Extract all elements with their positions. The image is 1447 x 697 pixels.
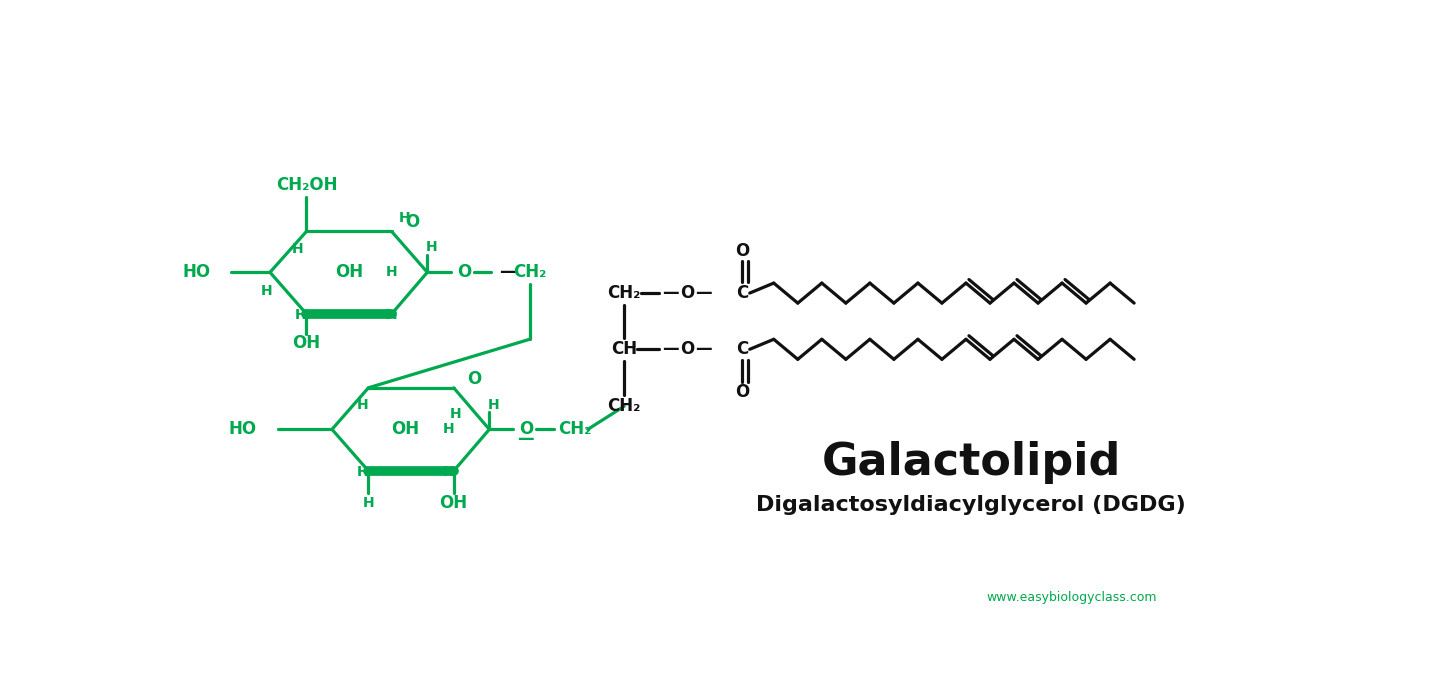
Text: O: O: [680, 284, 695, 302]
Text: H: H: [295, 308, 307, 323]
Text: H: H: [450, 407, 462, 421]
Text: Digalactosyldiacylglycerol (DGDG): Digalactosyldiacylglycerol (DGDG): [757, 495, 1187, 515]
Text: —: —: [663, 284, 679, 302]
Text: H: H: [443, 466, 454, 480]
Text: —: —: [499, 263, 517, 282]
Text: O: O: [735, 383, 750, 401]
Text: H: H: [443, 422, 454, 436]
Text: —: —: [695, 284, 712, 302]
Text: CH: CH: [611, 340, 637, 358]
Text: H: H: [386, 266, 398, 279]
Text: OH: OH: [392, 420, 420, 438]
Text: HO: HO: [182, 263, 210, 282]
Text: H: H: [398, 211, 410, 225]
Text: O: O: [457, 263, 470, 282]
Text: H: H: [386, 308, 398, 323]
Text: C: C: [737, 284, 748, 302]
Text: CH₂OH: CH₂OH: [276, 176, 337, 194]
Text: H: H: [363, 496, 375, 510]
Text: Galactolipid: Galactolipid: [822, 441, 1121, 484]
Text: H: H: [260, 284, 272, 298]
Text: OH: OH: [440, 494, 467, 512]
Text: O: O: [467, 369, 480, 388]
Text: O: O: [405, 213, 420, 231]
Text: H: H: [291, 242, 302, 256]
Text: O: O: [680, 340, 695, 358]
Text: CH₂: CH₂: [559, 420, 592, 438]
Text: H: H: [357, 466, 369, 480]
Text: O: O: [518, 420, 532, 438]
Text: H: H: [357, 398, 369, 412]
Text: —: —: [518, 430, 534, 448]
Text: OH: OH: [336, 263, 363, 282]
Text: —: —: [663, 340, 679, 358]
Text: C: C: [737, 340, 748, 358]
Text: CH₂: CH₂: [608, 284, 641, 302]
Text: —: —: [695, 340, 712, 358]
Text: www.easybiologyclass.com: www.easybiologyclass.com: [987, 591, 1158, 604]
Text: CH₂: CH₂: [512, 263, 547, 282]
Text: HO: HO: [229, 420, 256, 438]
Text: OH: OH: [292, 334, 320, 352]
Text: O: O: [735, 242, 750, 260]
Text: H: H: [425, 240, 437, 254]
Text: CH₂: CH₂: [608, 397, 641, 415]
Text: H: H: [488, 398, 499, 412]
